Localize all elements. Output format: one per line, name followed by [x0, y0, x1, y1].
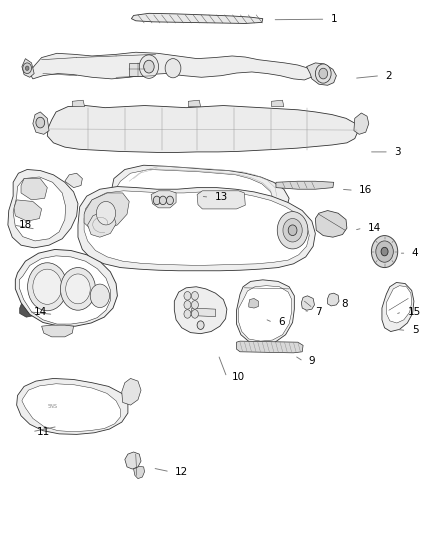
- Polygon shape: [197, 191, 245, 209]
- Polygon shape: [78, 187, 315, 271]
- Circle shape: [153, 196, 160, 205]
- Text: 9: 9: [309, 357, 315, 366]
- Polygon shape: [328, 293, 339, 306]
- Circle shape: [184, 310, 191, 318]
- Circle shape: [159, 196, 166, 205]
- Polygon shape: [20, 301, 37, 317]
- Circle shape: [277, 212, 308, 249]
- Polygon shape: [125, 452, 141, 469]
- Circle shape: [191, 301, 198, 309]
- Text: 5NS: 5NS: [48, 403, 57, 409]
- Polygon shape: [22, 59, 34, 77]
- Polygon shape: [188, 100, 201, 107]
- Polygon shape: [84, 191, 309, 265]
- Text: 14: 14: [34, 307, 47, 317]
- Text: 13: 13: [215, 192, 228, 202]
- Circle shape: [288, 225, 297, 236]
- Circle shape: [25, 66, 29, 70]
- Polygon shape: [237, 341, 303, 353]
- Polygon shape: [354, 113, 369, 134]
- Polygon shape: [21, 179, 47, 200]
- Polygon shape: [151, 191, 176, 208]
- Polygon shape: [272, 100, 284, 107]
- Text: 3: 3: [394, 147, 401, 157]
- Polygon shape: [237, 280, 294, 344]
- Circle shape: [381, 247, 388, 256]
- Text: 12: 12: [175, 467, 188, 477]
- Text: 5: 5: [412, 326, 418, 335]
- Polygon shape: [19, 256, 110, 324]
- Circle shape: [33, 269, 62, 304]
- Text: 16: 16: [359, 185, 372, 195]
- Polygon shape: [88, 211, 116, 237]
- Polygon shape: [15, 249, 117, 326]
- Polygon shape: [17, 378, 128, 434]
- Polygon shape: [30, 52, 313, 80]
- Circle shape: [319, 68, 328, 79]
- Polygon shape: [72, 100, 85, 107]
- Circle shape: [36, 117, 45, 128]
- Text: 15: 15: [407, 307, 420, 317]
- Circle shape: [283, 219, 302, 242]
- Polygon shape: [33, 112, 49, 134]
- Polygon shape: [382, 282, 414, 332]
- Text: 4: 4: [412, 248, 418, 258]
- Polygon shape: [65, 173, 82, 188]
- Circle shape: [376, 241, 393, 262]
- Polygon shape: [131, 13, 263, 23]
- Text: 7: 7: [315, 307, 322, 317]
- Polygon shape: [14, 200, 42, 221]
- Text: 8: 8: [342, 299, 348, 309]
- Polygon shape: [307, 63, 336, 85]
- Polygon shape: [117, 169, 274, 211]
- Polygon shape: [134, 466, 145, 479]
- Polygon shape: [129, 63, 145, 76]
- Circle shape: [96, 201, 116, 225]
- Polygon shape: [8, 169, 78, 248]
- Circle shape: [197, 321, 204, 329]
- Polygon shape: [276, 181, 334, 189]
- Circle shape: [165, 59, 181, 78]
- Text: 18: 18: [18, 220, 32, 230]
- Circle shape: [191, 310, 198, 318]
- Text: 14: 14: [368, 223, 381, 233]
- Text: 1: 1: [331, 14, 337, 24]
- Circle shape: [184, 301, 191, 309]
- Text: 6: 6: [278, 318, 285, 327]
- Polygon shape: [84, 193, 129, 230]
- Polygon shape: [22, 384, 120, 432]
- Polygon shape: [249, 298, 258, 308]
- Polygon shape: [174, 287, 227, 334]
- Circle shape: [139, 55, 159, 78]
- Text: 10: 10: [232, 373, 245, 382]
- Text: 2: 2: [385, 71, 392, 80]
- Circle shape: [66, 274, 90, 304]
- Circle shape: [166, 196, 173, 205]
- Polygon shape: [386, 286, 412, 323]
- Text: 11: 11: [37, 427, 50, 437]
- Polygon shape: [112, 165, 289, 216]
- Circle shape: [90, 284, 110, 308]
- Circle shape: [315, 64, 331, 83]
- Circle shape: [144, 60, 154, 73]
- Circle shape: [184, 292, 191, 300]
- Polygon shape: [47, 106, 358, 152]
- Polygon shape: [42, 325, 74, 337]
- Circle shape: [23, 63, 32, 74]
- Circle shape: [191, 292, 198, 300]
- Polygon shape: [191, 308, 215, 317]
- Circle shape: [28, 263, 67, 311]
- Polygon shape: [122, 378, 141, 405]
- Circle shape: [371, 236, 398, 268]
- Polygon shape: [301, 296, 314, 310]
- Circle shape: [60, 268, 95, 310]
- Polygon shape: [13, 177, 66, 241]
- Polygon shape: [238, 286, 292, 341]
- Polygon shape: [315, 211, 347, 237]
